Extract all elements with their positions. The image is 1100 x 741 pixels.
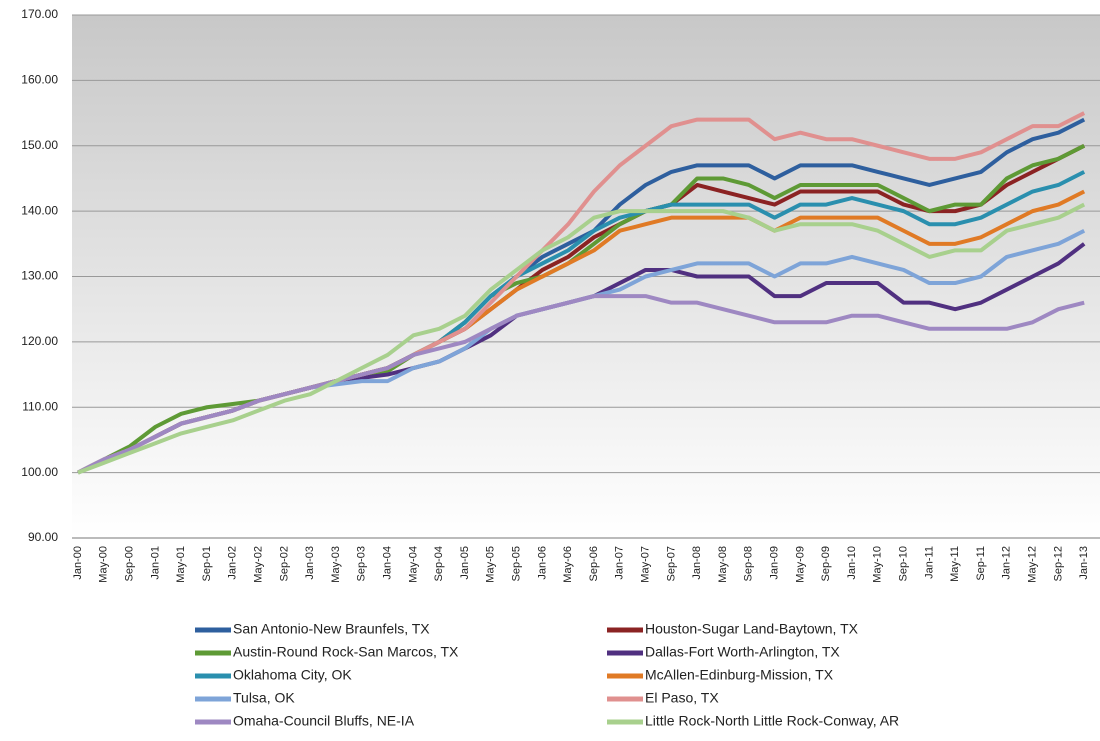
x-tick-label: Jan-04 — [382, 546, 394, 580]
x-tick-label: May-04 — [407, 546, 419, 583]
x-tick-label: Sep-02 — [278, 546, 290, 581]
legend-label: Dallas-Fort Worth-Arlington, TX — [645, 644, 840, 660]
x-tick-label: May-12 — [1027, 546, 1039, 583]
series-line — [77, 294, 1085, 475]
x-tick-label: Jan-03 — [304, 546, 316, 580]
y-tick-label: 90.00 — [28, 530, 58, 544]
x-tick-label: Sep-01 — [201, 546, 213, 581]
x-tick-label: Sep-07 — [665, 546, 677, 581]
x-tick-label: May-01 — [175, 546, 187, 583]
x-tick-label: May-06 — [562, 546, 574, 583]
x-tick-label: May-00 — [98, 546, 110, 583]
x-tick-label: Sep-06 — [588, 546, 600, 581]
x-tick-label: Jan-01 — [149, 546, 161, 580]
x-tick-label: Sep-04 — [433, 546, 445, 581]
x-tick-label: Sep-10 — [898, 546, 910, 581]
x-tick-label: Sep-11 — [975, 546, 987, 581]
x-tick-label: Sep-09 — [820, 546, 832, 581]
x-tick-label: Jan-07 — [614, 546, 626, 580]
y-tick-label: 160.00 — [21, 73, 58, 87]
x-tick-label: May-02 — [253, 546, 265, 583]
x-tick-label: Jan-13 — [1078, 546, 1090, 580]
legend-label: Tulsa, OK — [233, 690, 295, 706]
series-line — [77, 202, 1086, 475]
x-tick-label: Sep-03 — [356, 546, 368, 581]
y-tick-label: 140.00 — [21, 203, 58, 217]
y-tick-label: 100.00 — [21, 465, 58, 479]
x-tick-label: Jan-11 — [923, 546, 935, 579]
x-tick-label: May-03 — [330, 546, 342, 583]
legend-label: El Paso, TX — [645, 690, 719, 706]
series-line — [77, 143, 1086, 475]
x-tick-label: Sep-00 — [124, 546, 136, 581]
y-tick-label: 110.00 — [22, 399, 58, 413]
x-tick-label: Sep-05 — [511, 546, 523, 581]
x-tick-label: Jan-12 — [1001, 546, 1013, 580]
x-tick-label: May-09 — [794, 546, 806, 583]
x-tick-label: Jan-00 — [72, 546, 84, 580]
legend-label: San Antonio-New Braunfels, TX — [233, 621, 430, 637]
x-tick-label: May-08 — [717, 546, 729, 583]
x-tick-label: Jan-10 — [846, 546, 858, 580]
legend-label: Houston-Sugar Land-Baytown, TX — [645, 621, 859, 637]
legend-label: Little Rock-North Little Rock-Conway, AR — [645, 713, 899, 729]
x-tick-label: Jan-06 — [536, 546, 548, 580]
legend-label: Omaha-Council Bluffs, NE-IA — [233, 713, 415, 729]
y-tick-label: 130.00 — [21, 269, 58, 283]
x-tick-label: Jan-09 — [769, 546, 781, 580]
y-tick-label: 170.00 — [21, 7, 58, 21]
legend-label: Austin-Round Rock-San Marcos, TX — [233, 644, 459, 660]
x-tick-label: Jan-05 — [459, 546, 471, 580]
x-tick-label: Sep-08 — [743, 546, 755, 581]
x-tick-label: May-05 — [485, 546, 497, 583]
x-tick-label: May-07 — [640, 546, 652, 583]
x-tick-label: Jan-02 — [227, 546, 239, 580]
y-tick-label: 150.00 — [21, 138, 58, 152]
legend-label: McAllen-Edinburg-Mission, TX — [645, 667, 834, 683]
x-tick-label: May-11 — [949, 546, 961, 582]
x-tick-label: Jan-08 — [691, 546, 703, 580]
x-tick-label: Sep-12 — [1052, 546, 1064, 581]
legend-label: Oklahoma City, OK — [233, 667, 352, 683]
x-tick-label: May-10 — [872, 546, 884, 583]
y-tick-label: 120.00 — [21, 334, 58, 348]
